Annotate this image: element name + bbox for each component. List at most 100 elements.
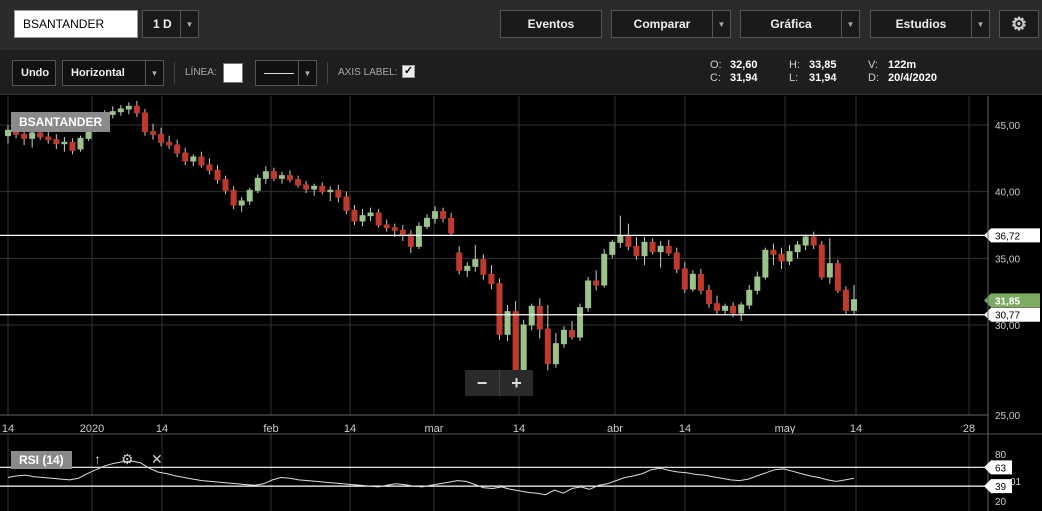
candle-body — [472, 259, 479, 267]
candle-body — [649, 241, 656, 253]
zoom-in-button[interactable]: + — [499, 370, 533, 396]
y-tick-label: 45,00 — [995, 121, 1020, 132]
candle-body — [375, 212, 382, 226]
candle-body — [770, 249, 777, 255]
studies-button[interactable]: Estudios ▼ — [870, 10, 990, 38]
gear-icon[interactable]: ⚙ — [121, 451, 134, 467]
rsi-tag — [984, 460, 1012, 475]
candle-body — [802, 236, 809, 246]
candle-body — [351, 209, 358, 222]
x-tick-label: 14 — [156, 423, 168, 435]
interval-label: 1 D — [153, 17, 172, 31]
candle-body — [577, 307, 584, 338]
rsi-value-text: 01 — [1010, 477, 1022, 488]
axis-label-label: AXIS LABEL: — [338, 67, 398, 78]
x-tick-label: 14 — [850, 423, 862, 435]
symbol-input[interactable]: BSANTANDER — [14, 10, 138, 38]
candle-body — [842, 289, 849, 311]
y-tick-label: 25,00 — [995, 411, 1020, 422]
y-tick-label: 35,00 — [995, 254, 1020, 265]
drawing-tool-select[interactable]: Horizontal ▼ — [62, 60, 164, 86]
zoom-out-button[interactable]: − — [476, 372, 488, 393]
low-value: 31,94 — [809, 72, 837, 84]
candle-body — [504, 311, 511, 335]
rsi-line — [7, 460, 855, 496]
x-tick-label: abr — [607, 423, 623, 435]
candle-body — [367, 212, 374, 217]
candle-body — [222, 179, 229, 191]
y-tick-label: 40,00 — [995, 188, 1020, 199]
close-icon[interactable]: ✕ — [151, 451, 163, 467]
line-color-swatch[interactable] — [223, 63, 243, 83]
undo-button[interactable]: Undo — [12, 60, 56, 86]
candle-body — [714, 303, 721, 311]
rsi-tag-text: 39 — [995, 482, 1007, 493]
candle-body — [480, 259, 487, 275]
candle-body — [552, 343, 559, 365]
candle-body — [125, 105, 132, 110]
arrow-up-icon[interactable]: ↑ — [94, 451, 101, 467]
settings-button[interactable]: ⚙ — [999, 10, 1039, 38]
compare-button[interactable]: Comparar ▼ — [611, 10, 731, 38]
chevron-down-icon[interactable]: ▼ — [712, 11, 730, 37]
close-key: C: — [710, 72, 721, 84]
candle-body — [53, 139, 60, 145]
candle-body — [536, 305, 543, 330]
candle-body — [319, 185, 326, 193]
x-tick-label: 14 — [344, 423, 356, 435]
x-tick-label: 14 — [679, 423, 691, 435]
candle-body — [206, 164, 213, 171]
drawing-toolbar: Undo Horizontal ▼ LÍNEA: ▼ AXIS LABEL: — [0, 50, 1042, 95]
interval-select[interactable]: 1 D ▼ — [142, 10, 199, 38]
candle-body — [246, 189, 253, 202]
compare-label: Comparar — [633, 17, 691, 31]
candle-body — [697, 273, 704, 291]
upper-hline-label: 36,72 — [984, 228, 1040, 243]
chart-type-button[interactable]: Gráfica ▼ — [740, 10, 860, 38]
candle-body — [641, 241, 648, 257]
candle-body — [754, 276, 761, 291]
gear-icon: ⚙ — [1010, 13, 1028, 34]
x-tick-label: 28 — [963, 423, 975, 435]
line-style-select[interactable]: ▼ — [255, 60, 317, 86]
candle-body — [13, 131, 20, 135]
candle-body — [818, 244, 825, 278]
x-tick-label: 14 — [513, 423, 525, 435]
candle-body — [214, 169, 221, 181]
candle-body — [544, 328, 551, 365]
candle-body — [585, 280, 592, 309]
candle-body — [391, 227, 398, 231]
open-value: 32,60 — [730, 59, 758, 71]
candle-body — [665, 245, 672, 254]
divider — [327, 62, 328, 84]
rsi-label: RSI (14) — [11, 451, 72, 469]
candle-body — [609, 241, 616, 255]
candle-body — [778, 253, 785, 262]
rsi-tag — [984, 479, 1012, 494]
candle-body — [448, 217, 455, 234]
chevron-down-icon[interactable]: ▼ — [841, 11, 859, 37]
candle-body — [287, 175, 293, 181]
chevron-down-icon: ▼ — [145, 61, 163, 85]
candle-body — [37, 132, 44, 138]
candle-body — [512, 311, 519, 375]
low-key: L: — [789, 72, 799, 84]
candle-body — [141, 112, 148, 133]
candle-body — [440, 211, 447, 219]
candle-body — [69, 141, 76, 151]
candle-body — [601, 253, 608, 286]
axis-label-checkbox[interactable]: ✓ — [402, 65, 415, 78]
rsi-tick-label: 20 — [995, 497, 1007, 508]
candle-body — [722, 305, 729, 311]
candle-body — [198, 156, 205, 166]
candle-body — [335, 189, 342, 198]
events-button[interactable]: Eventos — [500, 10, 602, 38]
candle-body — [423, 217, 430, 227]
x-tick-label: may — [775, 423, 796, 435]
candle-body — [133, 105, 140, 114]
candle-body — [689, 273, 696, 290]
chevron-down-icon[interactable]: ▼ — [971, 11, 989, 37]
ohlc-open-close: O: 32,60 C: 31,94 — [710, 59, 758, 85]
x-tick-label: 2020 — [80, 423, 104, 435]
